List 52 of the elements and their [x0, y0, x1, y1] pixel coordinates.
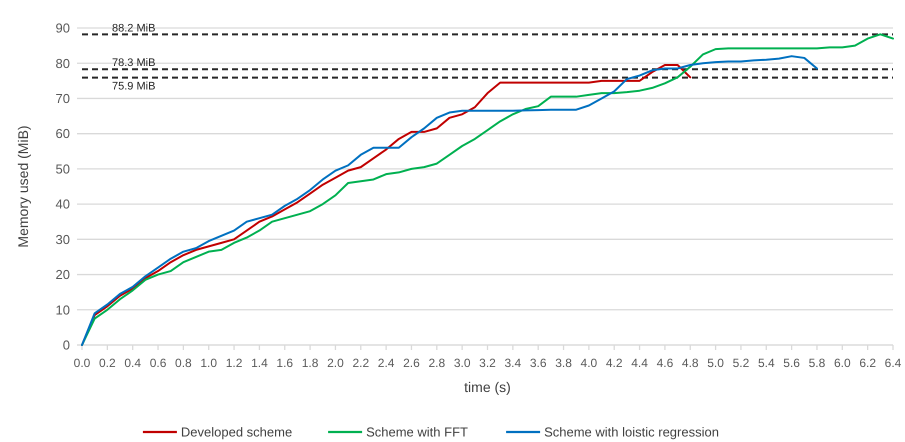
y-tick-label: 50	[56, 161, 70, 176]
x-tick-label: 6.4	[884, 356, 902, 370]
x-tick-label: 1.0	[200, 356, 218, 370]
x-tick-label: 6.0	[834, 356, 851, 370]
x-axis-title: time (s)	[464, 379, 511, 395]
y-tick-label: 60	[56, 126, 70, 142]
line-series	[81, 55, 818, 346]
x-tick-label: 4.6	[656, 356, 674, 370]
x-tick-label: 6.2	[859, 356, 876, 370]
x-tick-label: 3.8	[555, 356, 572, 370]
y-axis-title: Memory used (MiB)	[15, 125, 31, 248]
x-tick-label: 3.6	[530, 356, 547, 370]
legend-label: Scheme with loistic regression	[544, 424, 719, 440]
x-tick-label: 1.2	[226, 356, 243, 370]
legend-label: Developed scheme	[180, 424, 292, 440]
x-tick-label: 0.2	[99, 356, 116, 370]
y-tick-label: 30	[56, 232, 70, 247]
x-tick-label: 5.6	[783, 356, 800, 370]
y-tick-label: 40	[56, 196, 70, 212]
y-tick-label: 80	[56, 56, 70, 71]
y-tick-label: 10	[56, 302, 70, 318]
x-tick-label: 1.6	[276, 356, 294, 370]
y-tick-label: 90	[56, 20, 70, 36]
x-tick-label: 2.8	[428, 356, 446, 370]
x-tick-label: 4.2	[606, 356, 623, 370]
x-tick-label: 3.0	[454, 356, 471, 370]
x-tick-label: 0.8	[175, 356, 192, 370]
x-tick-label: 0.0	[74, 356, 91, 370]
y-tick-label: 0	[62, 338, 70, 353]
x-tick-label: 2.6	[403, 356, 420, 370]
x-tick-label: 1.8	[302, 356, 319, 370]
x-tick-label: 2.0	[327, 356, 344, 370]
x-tick-label: 1.4	[251, 356, 268, 370]
ref-line-label: 78.3 MiB	[112, 57, 156, 70]
x-tick-label: 2.2	[352, 356, 370, 370]
x-tick-label: 5.2	[732, 356, 750, 370]
y-tick-label: 20	[56, 267, 70, 282]
ref-line-label: 75.9 MiB	[112, 80, 156, 93]
x-tick-label: 2.4	[378, 356, 395, 370]
x-tick-label: 0.4	[124, 356, 142, 370]
y-tick-label: 70	[56, 90, 70, 106]
x-tick-label: 5.8	[808, 356, 826, 370]
legend-label: Scheme with FFT	[366, 424, 468, 440]
x-tick-label: 5.4	[758, 356, 775, 370]
x-tick-label: 0.6	[150, 356, 167, 370]
x-tick-label: 4.8	[682, 356, 699, 370]
x-tick-label: 3.2	[479, 356, 496, 370]
ref-line-label: 88.2 MiB	[112, 22, 156, 34]
x-tick-label: 4.4	[631, 356, 648, 370]
x-tick-label: 4.0	[580, 356, 598, 370]
x-tick-label: 3.4	[504, 356, 522, 370]
x-tick-label: 5.0	[707, 356, 724, 370]
